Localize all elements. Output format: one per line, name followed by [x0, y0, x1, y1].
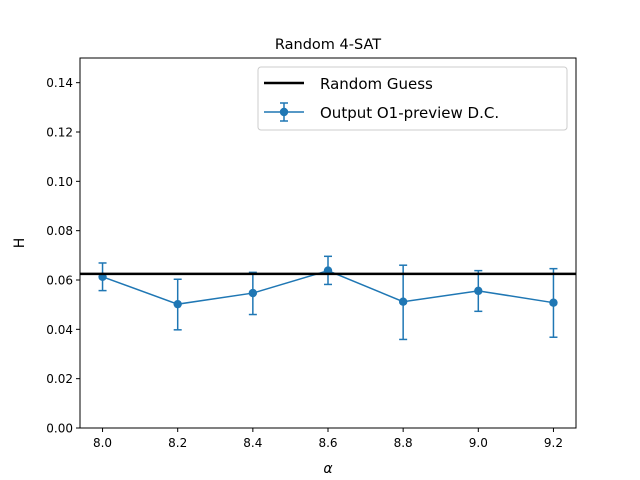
x-axis-label: α: [323, 461, 333, 477]
y-tick-label: 0.08: [46, 224, 73, 238]
legend-random-guess-label: Random Guess: [320, 75, 433, 93]
legend-series-marker: [279, 107, 289, 117]
data-point: [173, 299, 182, 309]
legend: Random Guess Output O1-preview D.C.: [257, 66, 568, 131]
x-tick-label: 8.8: [394, 436, 413, 450]
chart-title: Random 4-SAT: [275, 37, 381, 53]
legend-box: [257, 66, 568, 131]
x-tick-label: 8.2: [168, 436, 187, 450]
x-tick-label: 9.2: [544, 436, 563, 450]
y-tick-label: 0.10: [46, 175, 73, 189]
y-tick-label: 0.14: [46, 76, 73, 90]
x-tick-label: 8.6: [318, 436, 337, 450]
y-tick-label: 0.06: [46, 274, 73, 288]
y-axis: 0.00 0.02 0.04 0.06 0.08 0.10 0.12 0.14: [46, 76, 80, 436]
y-axis-label: H: [12, 238, 28, 249]
legend-series-label: Output O1-preview D.C.: [320, 104, 499, 122]
data-point: [549, 298, 558, 307]
plot-area: [80, 255, 576, 341]
data-point: [474, 286, 483, 296]
x-tick-label: 8.4: [243, 436, 262, 450]
x-tick-label: 9.0: [469, 436, 488, 450]
y-tick-label: 0.04: [46, 323, 73, 337]
data-point: [398, 297, 408, 306]
y-tick-label: 0.02: [46, 372, 73, 386]
y-tick-label: 0.12: [46, 126, 73, 140]
x-tick-label: 8.0: [93, 436, 112, 450]
data-point: [248, 288, 258, 298]
x-axis: 8.0 8.2 8.4 8.6 8.8 9.0 9.2: [93, 428, 563, 450]
y-tick-label: 0.00: [46, 422, 73, 436]
legend-series-swatch: [264, 102, 304, 122]
